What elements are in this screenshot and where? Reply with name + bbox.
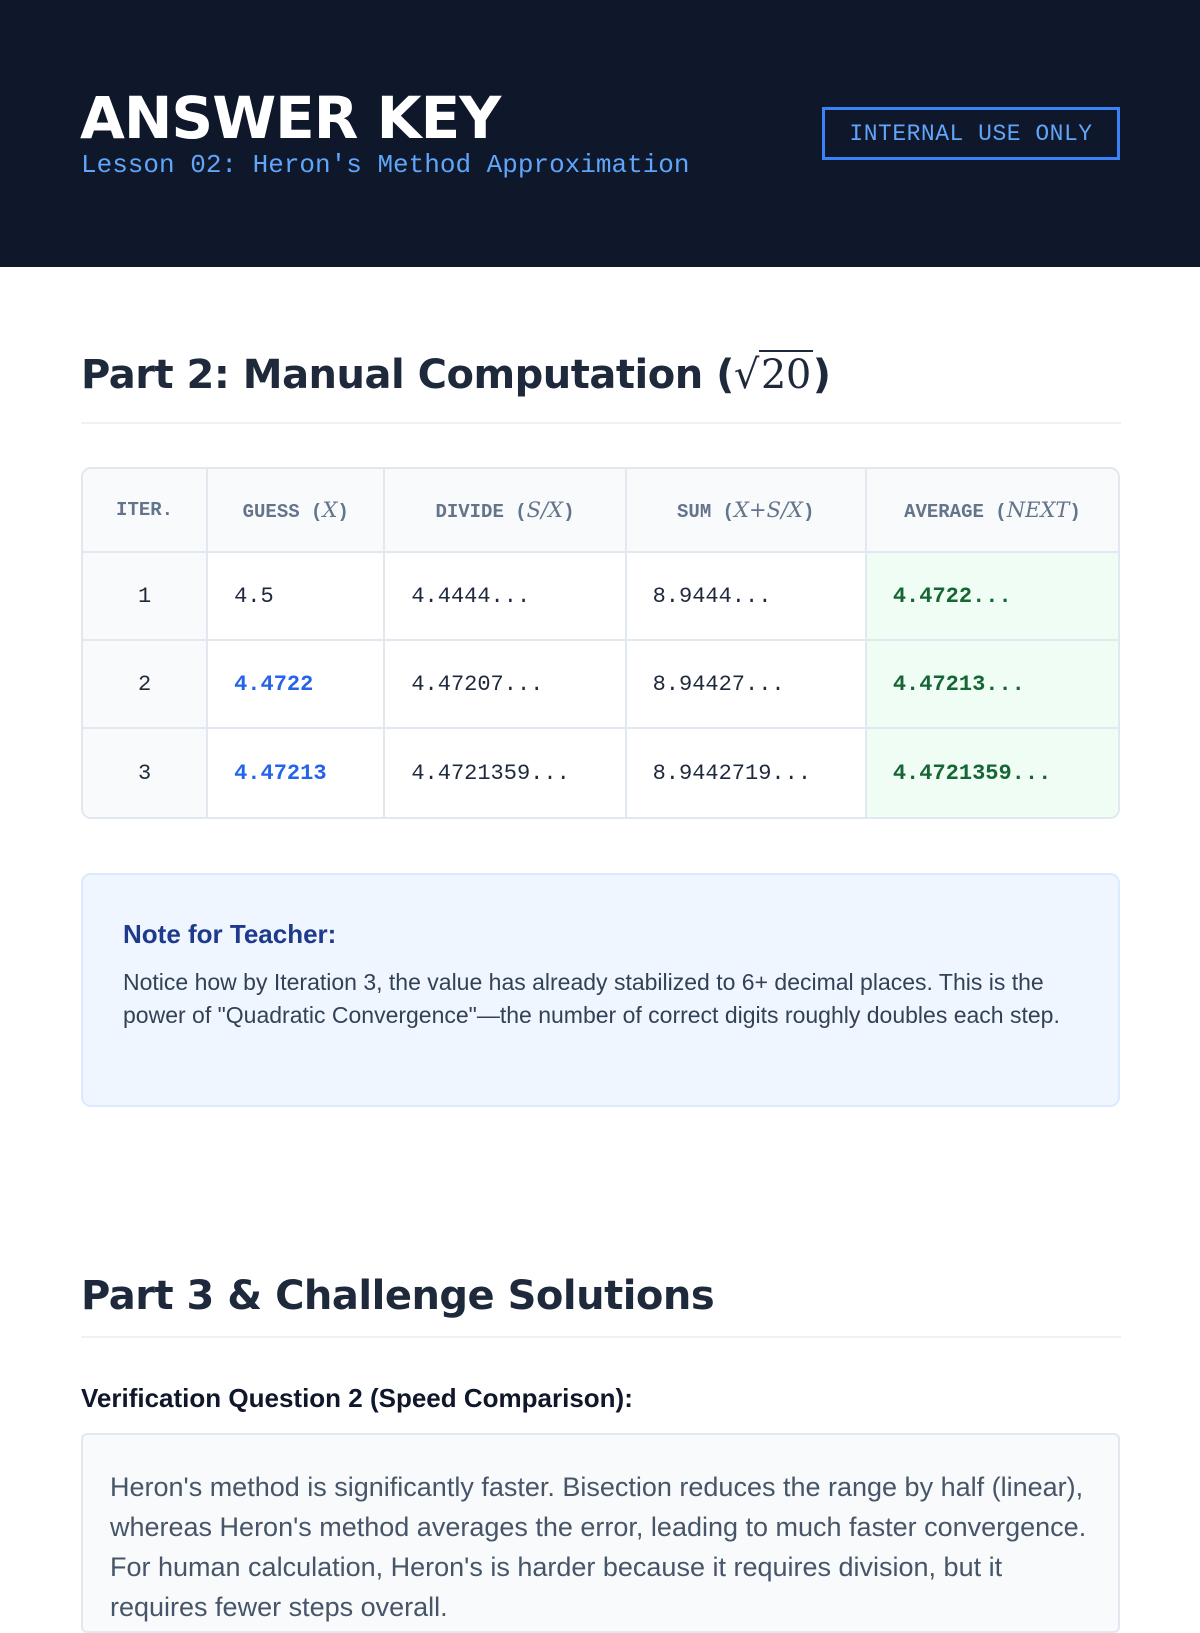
part3-heading: Part 3 & Challenge Solutions — [81, 1273, 715, 1319]
header: ANSWER KEY Lesson 02: Heron's Method App… — [0, 0, 1200, 267]
header-close: ) — [803, 500, 815, 523]
average-cell: 4.47213... — [866, 641, 1118, 729]
part2-heading: Part 2: Manual Computation (√20) — [81, 350, 831, 398]
sum-cell: 8.9444... — [626, 553, 867, 641]
average-cell: 4.4721359... — [866, 729, 1118, 817]
iteration-cell: 3 — [83, 729, 209, 817]
header-math: X+S/X — [734, 497, 804, 522]
divide-cell: 4.4444... — [385, 553, 627, 641]
header-close: ) — [337, 500, 349, 523]
divide-cell: 4.47207... — [385, 641, 627, 729]
divider — [81, 422, 1121, 424]
header-label: DIVIDE ( — [435, 500, 527, 523]
guess-cell: 4.47213 — [208, 729, 386, 817]
header-close: ) — [563, 500, 575, 523]
radicand: 20 — [758, 350, 813, 398]
sqrt-expression: √20 — [733, 350, 813, 398]
column-header: ITER. — [83, 469, 209, 553]
verification-question: Verification Question 2 (Speed Compariso… — [81, 1383, 633, 1413]
guess-cell: 4.5 — [208, 553, 386, 641]
iteration-cell: 2 — [83, 641, 209, 729]
average-cell: 4.4722... — [866, 553, 1118, 641]
column-header: SUM (X+S/X) — [626, 469, 867, 553]
header-label: GUESS ( — [242, 500, 323, 523]
table-row: 1 4.5 4.4444... 8.9444... 4.4722... — [83, 553, 1118, 641]
internal-use-badge: INTERNAL USE ONLY — [822, 107, 1120, 160]
computation-table: ITER. GUESS (X) DIVIDE (S/X) SUM (X+S/X) AVE… — [81, 467, 1120, 819]
header-label: AVERAGE ( — [904, 500, 1007, 523]
column-header: GUESS (X) — [208, 469, 386, 553]
page-title: ANSWER KEY — [80, 84, 501, 152]
iteration-cell: 1 — [83, 553, 209, 641]
sum-cell: 8.94427... — [626, 641, 867, 729]
note-text: Notice how by Iteration 3, the value has… — [123, 969, 1060, 1028]
table-row: 2 4.4722 4.47207... 8.94427... 4.47213... — [83, 641, 1118, 729]
lesson-subtitle: Lesson 02: Heron's Method Approximation — [81, 150, 690, 180]
answer-box: Heron's method is significantly faster. … — [81, 1433, 1120, 1633]
header-math: NEXT — [1006, 497, 1070, 522]
column-header: DIVIDE (S/X) — [385, 469, 627, 553]
note-title: Note for Teacher: — [123, 919, 337, 949]
header-close: ) — [1069, 500, 1081, 523]
header-label: ITER. — [116, 499, 174, 521]
part2-heading-text: Part 2: Manual Computation ( — [81, 352, 734, 398]
divide-cell: 4.4721359... — [385, 729, 627, 817]
divider — [81, 1336, 1121, 1338]
heading-close: ) — [812, 352, 831, 398]
guess-cell: 4.4722 — [208, 641, 386, 729]
header-label: SUM ( — [677, 500, 735, 523]
table-row: 3 4.47213 4.4721359... 8.9442719... 4.472135… — [83, 729, 1118, 817]
teacher-note: Note for Teacher: Notice how by Iteratio… — [81, 873, 1120, 1107]
column-header: AVERAGE (NEXT) — [866, 469, 1118, 553]
header-math: S/X — [526, 497, 564, 522]
sum-cell: 8.9442719... — [627, 729, 867, 817]
header-math: X — [322, 497, 338, 522]
